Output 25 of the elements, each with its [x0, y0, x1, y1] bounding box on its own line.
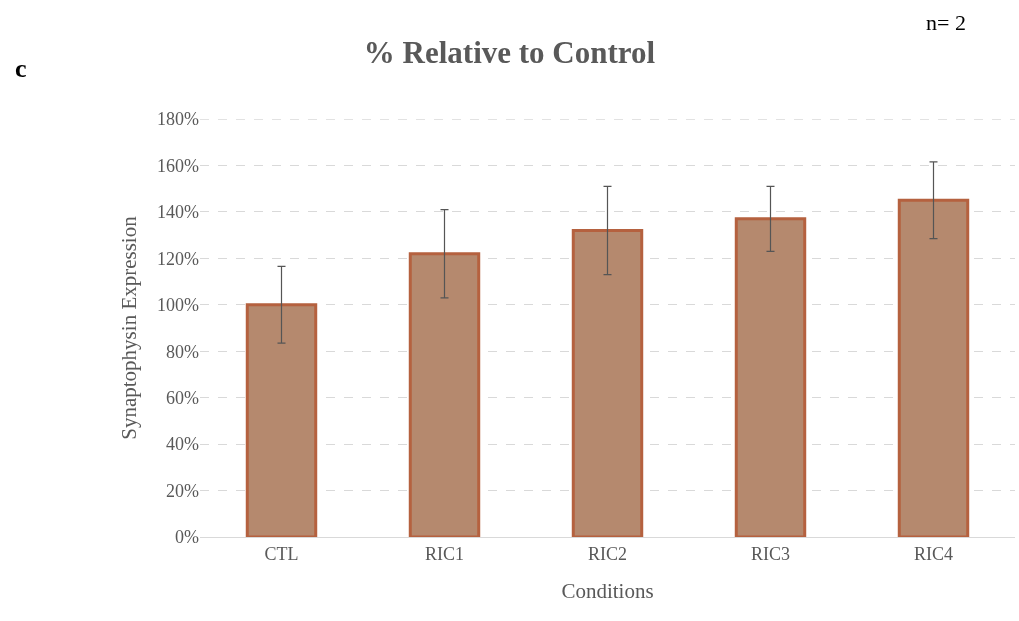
- y-tick-label: 20%: [166, 480, 199, 501]
- bar: [734, 217, 807, 537]
- y-tick-label: 0%: [175, 527, 199, 548]
- bar: [408, 252, 481, 537]
- y-tick-label: 120%: [157, 248, 199, 269]
- y-tick-label: 60%: [166, 387, 199, 408]
- x-tick-label: RIC3: [750, 543, 791, 564]
- text: c: [15, 54, 27, 83]
- text: n= 2: [926, 10, 966, 35]
- x-axis-title: Conditions: [561, 578, 654, 603]
- x-tick-label: RIC2: [587, 543, 628, 564]
- y-tick-label: 180%: [157, 109, 199, 130]
- y-tick-label: 100%: [157, 295, 199, 316]
- x-tick-label: RIC4: [913, 543, 954, 564]
- y-tick-label: 40%: [166, 434, 199, 455]
- bar: [245, 303, 318, 537]
- bar: [571, 228, 644, 537]
- x-tick-label: CTL: [264, 543, 299, 564]
- chart-title: % Relative to Control: [363, 35, 656, 71]
- x-tick-label: RIC1: [424, 543, 465, 564]
- y-axis-title: Synaptophysin Expression: [117, 215, 142, 440]
- y-tick-label: 80%: [166, 341, 199, 362]
- y-tick-label: 160%: [157, 155, 199, 176]
- bar: [897, 198, 970, 537]
- y-tick-label: 140%: [157, 202, 199, 223]
